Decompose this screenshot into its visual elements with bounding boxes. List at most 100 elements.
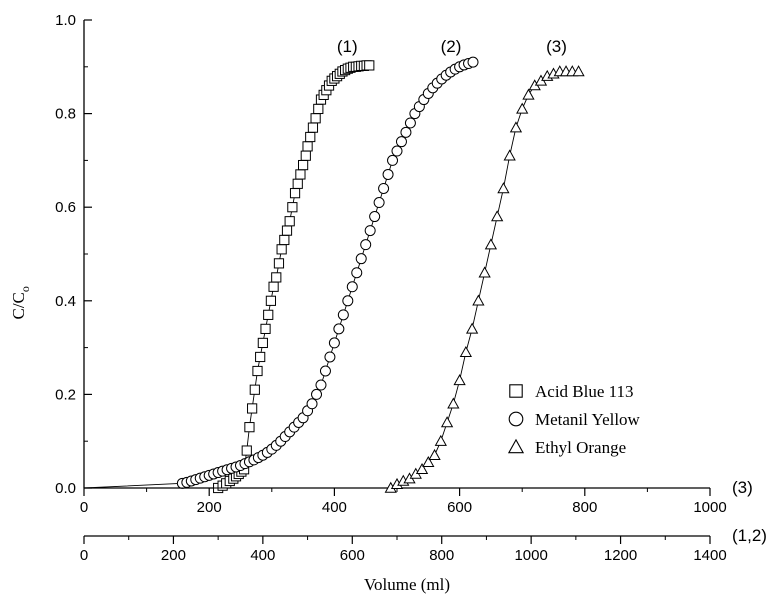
legend-marker <box>508 411 524 427</box>
data-point <box>509 121 523 133</box>
legend-label: Ethyl Orange <box>535 438 626 457</box>
x-axis-assignment-label: (3) <box>732 478 753 497</box>
data-point <box>319 365 331 377</box>
data-point <box>516 102 529 114</box>
data-point <box>497 182 510 194</box>
data-point <box>378 182 390 194</box>
series-triangle <box>84 65 585 493</box>
data-point <box>298 159 309 171</box>
x-tick-label: 400 <box>322 499 347 516</box>
data-point <box>459 345 472 358</box>
data-point <box>478 266 491 278</box>
legend-item: Metanil Yellow <box>508 410 641 429</box>
x-tick-label: 0 <box>80 499 88 516</box>
data-point <box>271 272 282 283</box>
data-point <box>453 374 466 386</box>
y-tick-label: 0.2 <box>55 386 76 403</box>
data-point <box>391 145 403 157</box>
y-axis-label: C/Co <box>9 286 32 319</box>
x-axis-assignment-label: (1,2) <box>732 526 767 545</box>
data-point <box>307 122 319 133</box>
series-line <box>84 64 370 489</box>
data-point <box>276 244 287 255</box>
data-point <box>244 422 255 433</box>
data-point <box>311 388 323 400</box>
data-point <box>337 309 349 321</box>
data-point <box>360 239 372 251</box>
data-point <box>467 56 479 68</box>
legend-label: Acid Blue 113 <box>535 382 634 401</box>
data-point <box>313 103 324 115</box>
legend-marker <box>509 384 523 398</box>
data-point <box>289 188 301 199</box>
curve-label: (2) <box>441 37 462 56</box>
curve-label: (1) <box>337 37 358 56</box>
series-line <box>84 71 579 489</box>
data-point <box>364 225 376 237</box>
labels-layer: (1) (2) (3) <box>337 37 567 56</box>
x-tick-label: 200 <box>197 499 222 516</box>
x-tick-label: 1000 <box>693 499 726 516</box>
data-point <box>279 234 290 246</box>
data-point <box>315 379 327 391</box>
data-point <box>305 131 316 143</box>
data-point <box>284 216 295 227</box>
data-point <box>369 211 381 223</box>
data-point <box>342 295 354 307</box>
series-circle <box>83 56 479 489</box>
y-axis-label-main: C/C <box>9 292 28 319</box>
data-point <box>287 202 298 213</box>
data-point <box>257 337 268 349</box>
data-point <box>324 351 336 363</box>
data-point <box>273 258 285 269</box>
data-point <box>355 253 367 265</box>
x-tick-label: 800 <box>429 547 454 564</box>
data-point <box>522 88 535 100</box>
x-axis-label: Volume (ml) <box>364 575 450 594</box>
data-point <box>447 397 460 409</box>
data-point <box>281 225 293 236</box>
data-point <box>484 238 498 250</box>
data-point <box>428 448 441 460</box>
axes-layer: 0.0 0.2 0.4 0.6 0.8 1.0 C/Co 0 200 400 600 800 1000 (… <box>9 12 767 594</box>
legend: Acid Blue 113 Metanil Yellow Ethyl Orange <box>507 382 641 457</box>
data-point <box>241 445 252 456</box>
legend-label: Metanil Yellow <box>535 410 641 429</box>
legend-item: Ethyl Orange <box>507 438 626 457</box>
x-tick-label: 200 <box>161 547 186 564</box>
data-point <box>395 136 407 148</box>
x-tick-label: 1400 <box>693 547 726 564</box>
data-point <box>260 323 271 334</box>
data-point <box>292 178 303 189</box>
legend-item: Acid Blue 113 <box>509 382 634 401</box>
data-point <box>422 455 435 467</box>
data-point <box>465 322 479 334</box>
data-point <box>572 65 585 77</box>
data-point <box>400 126 412 138</box>
y-tick-label: 1.0 <box>55 12 76 29</box>
data-point <box>252 365 263 377</box>
data-point <box>351 267 363 279</box>
x-tick-label: 600 <box>447 499 472 516</box>
data-point <box>268 281 279 292</box>
data-point <box>247 403 258 414</box>
x-tick-label: 800 <box>572 499 597 516</box>
data-point <box>328 337 340 349</box>
y-tick-label: 0.6 <box>55 199 76 216</box>
data-point <box>434 434 447 446</box>
data-point <box>415 462 429 475</box>
x-tick-label: 600 <box>340 547 365 564</box>
y-tick-label: 0.4 <box>55 293 76 310</box>
data-point <box>333 323 345 335</box>
data-point <box>503 149 516 161</box>
data-point <box>302 141 313 152</box>
data-point <box>440 416 454 428</box>
data-point <box>404 117 416 129</box>
data-point <box>295 169 306 180</box>
data-point <box>346 281 358 293</box>
data-point <box>306 398 318 410</box>
y-axis-label-subscript: o <box>18 286 32 292</box>
y-tick-label: 0.8 <box>55 106 76 123</box>
data-point <box>300 150 311 161</box>
data-point <box>387 154 399 166</box>
